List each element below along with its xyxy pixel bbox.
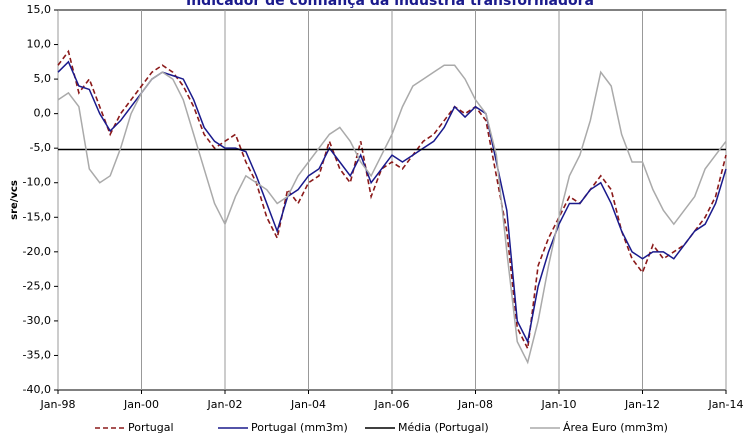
x-tick-label: Jan-08 <box>457 398 493 411</box>
y-tick-label: -5,0 <box>30 141 51 154</box>
x-tick-label: Jan-04 <box>290 398 326 411</box>
y-tick-label: -10,0 <box>23 176 51 189</box>
y-tick-label: -15,0 <box>23 210 51 223</box>
x-tick-label: Jan-00 <box>123 398 159 411</box>
y-tick-label: 5,0 <box>34 72 52 85</box>
y-tick-label: -35,0 <box>23 348 51 361</box>
x-tick-label: Jan-10 <box>541 398 577 411</box>
legend-label: Portugal (mm3m) <box>251 421 348 434</box>
y-tick-label: -20,0 <box>23 245 51 258</box>
series-line <box>57 60 727 344</box>
y-axis-label: sre/vcs <box>9 180 20 220</box>
y-tick-label: -40,0 <box>23 383 51 396</box>
x-tick-label: Jan-98 <box>40 398 76 411</box>
x-tick-label: Jan-12 <box>624 398 660 411</box>
series-line <box>57 64 727 365</box>
y-tick-label: 0,0 <box>34 107 52 120</box>
x-tick-label: Jan-06 <box>374 398 410 411</box>
y-tick-label: -25,0 <box>23 279 51 292</box>
x-tick-label: Jan-14 <box>708 398 744 411</box>
legend-label: Área Euro (mm3m) <box>563 421 668 434</box>
x-tick-label: Jan-02 <box>207 398 243 411</box>
y-tick-label: 15,0 <box>27 3 52 16</box>
y-tick-label: -30,0 <box>23 314 51 327</box>
legend-label: Portugal <box>128 421 174 434</box>
series-line <box>57 49 727 352</box>
y-tick-label: 10,0 <box>27 38 52 51</box>
legend-label: Média (Portugal) <box>398 421 489 434</box>
chart-title: Indicador de confiança da indústria tran… <box>186 0 594 9</box>
